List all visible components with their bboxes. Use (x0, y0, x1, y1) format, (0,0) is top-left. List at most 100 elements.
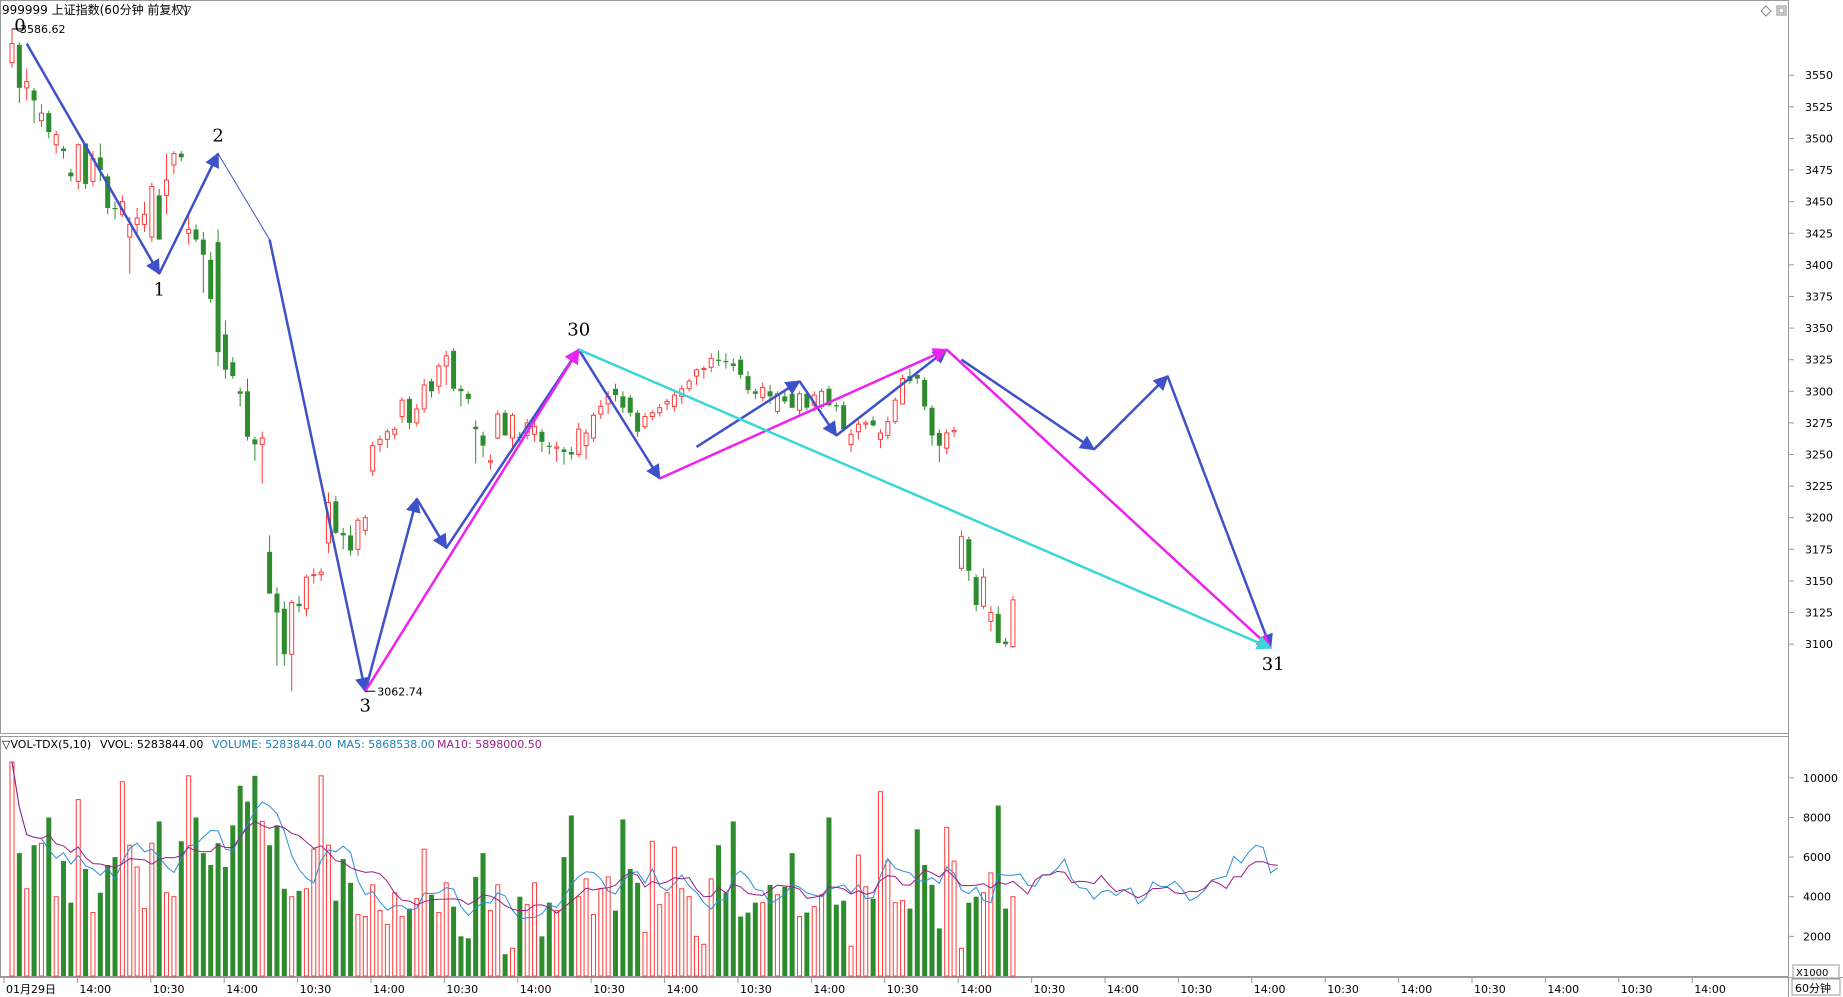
candle-body (929, 407, 935, 436)
volume-bar (819, 894, 825, 977)
candle (576, 422, 582, 458)
volume-bar (973, 896, 979, 976)
candle-body (53, 134, 59, 146)
magenta-wave-line[interactable] (364, 348, 580, 692)
volume-bar (141, 908, 147, 977)
wave-label: 1 (153, 280, 164, 301)
blue-wave-line[interactable] (158, 152, 220, 275)
price-tick-label: 3150 (1805, 575, 1833, 588)
time-tick-label: 14:00 (520, 983, 552, 996)
candle-body (848, 433, 854, 445)
candle (399, 397, 405, 423)
candle (289, 599, 295, 692)
volume-bar (429, 894, 435, 976)
volume-bar (524, 904, 530, 977)
candle-body (399, 399, 405, 418)
volume-bar (451, 906, 457, 976)
candle (885, 416, 891, 440)
candle (532, 422, 538, 442)
volume-bar (907, 908, 913, 976)
diamond-icon[interactable] (1760, 5, 1772, 17)
candle (46, 110, 52, 139)
blue-wave-line[interactable] (577, 348, 661, 480)
period-label[interactable]: 60分钟 (1795, 981, 1831, 995)
candle (61, 146, 67, 159)
blue-wave-line[interactable] (1093, 375, 1169, 451)
ma10-line (11, 761, 1278, 914)
time-tick-label: 10:30 (1621, 983, 1653, 996)
cyan-wave-line[interactable] (578, 348, 1272, 650)
volume-bar (826, 817, 832, 976)
candle (752, 388, 758, 399)
volume-bar (259, 820, 265, 977)
price-tick-label: 3300 (1805, 385, 1833, 398)
volume-bar (554, 910, 560, 977)
volume-bar (936, 928, 942, 976)
candle-body (855, 423, 861, 433)
volume-bar (61, 861, 67, 976)
blue-wave-line[interactable] (25, 42, 161, 276)
candle (797, 391, 803, 417)
blue-wave-line[interactable] (415, 498, 448, 550)
candle (995, 606, 1001, 643)
candle-body (24, 81, 30, 89)
blue-wave-line[interactable] (1166, 375, 1273, 650)
candle (473, 420, 479, 464)
volume-bar (222, 867, 228, 976)
candle-body (348, 535, 354, 551)
volume-bar (178, 841, 184, 976)
blue-wave-line[interactable] (960, 358, 1096, 451)
volume-bar (635, 882, 641, 976)
candle-body (554, 446, 560, 449)
volume-bar (325, 844, 331, 977)
candle (156, 189, 162, 240)
blue-wave-line[interactable] (217, 153, 271, 240)
candle (83, 143, 89, 189)
chart-title[interactable]: 999999 上证指数(60分钟 前复权) (2, 2, 188, 17)
volume-indicator-name[interactable]: ▽VOL-TDX(5,10) (2, 738, 91, 751)
volume-bar (568, 815, 574, 976)
volume-bar (46, 817, 52, 976)
candle-body (613, 388, 619, 396)
candle (826, 386, 832, 407)
candle-body (296, 603, 302, 607)
blue-wave-line[interactable] (268, 239, 370, 693)
candle (1003, 637, 1009, 647)
time-tick-label: 14:00 (667, 983, 699, 996)
volume-bar (348, 882, 354, 976)
volume-bar (966, 902, 972, 976)
volume-bar (848, 945, 854, 977)
price-panel-frame (0, 0, 1789, 734)
candle-body (657, 407, 663, 414)
magenta-wave-line[interactable] (945, 348, 1272, 649)
title-dropdown-icon[interactable]: ▽ (182, 3, 192, 17)
volume-bar (855, 854, 861, 977)
blue-wave-line[interactable] (835, 348, 948, 437)
candle (598, 400, 604, 420)
candle-body (826, 388, 832, 406)
candle-body (988, 612, 994, 622)
blue-wave-line[interactable] (364, 497, 421, 692)
candle (245, 378, 251, 441)
candle (958, 530, 964, 571)
candle-body (480, 435, 486, 446)
candle (274, 587, 280, 666)
blue-wave-line[interactable] (695, 380, 801, 448)
magenta-wave-line[interactable] (659, 348, 949, 480)
volume-bar (245, 801, 251, 976)
candle (730, 358, 736, 372)
volume-bar (465, 938, 471, 976)
candle (208, 252, 214, 303)
volume-bar (841, 900, 847, 976)
volume-bar (767, 884, 773, 976)
candle-body (303, 576, 309, 610)
candle-body (590, 414, 596, 439)
volume-bar (929, 884, 935, 976)
volume-bar (200, 853, 206, 976)
candle (649, 410, 655, 421)
candle (436, 363, 442, 394)
restore-icon[interactable] (1776, 5, 1787, 16)
volume-bar (620, 819, 626, 976)
volume-bar (789, 853, 795, 976)
